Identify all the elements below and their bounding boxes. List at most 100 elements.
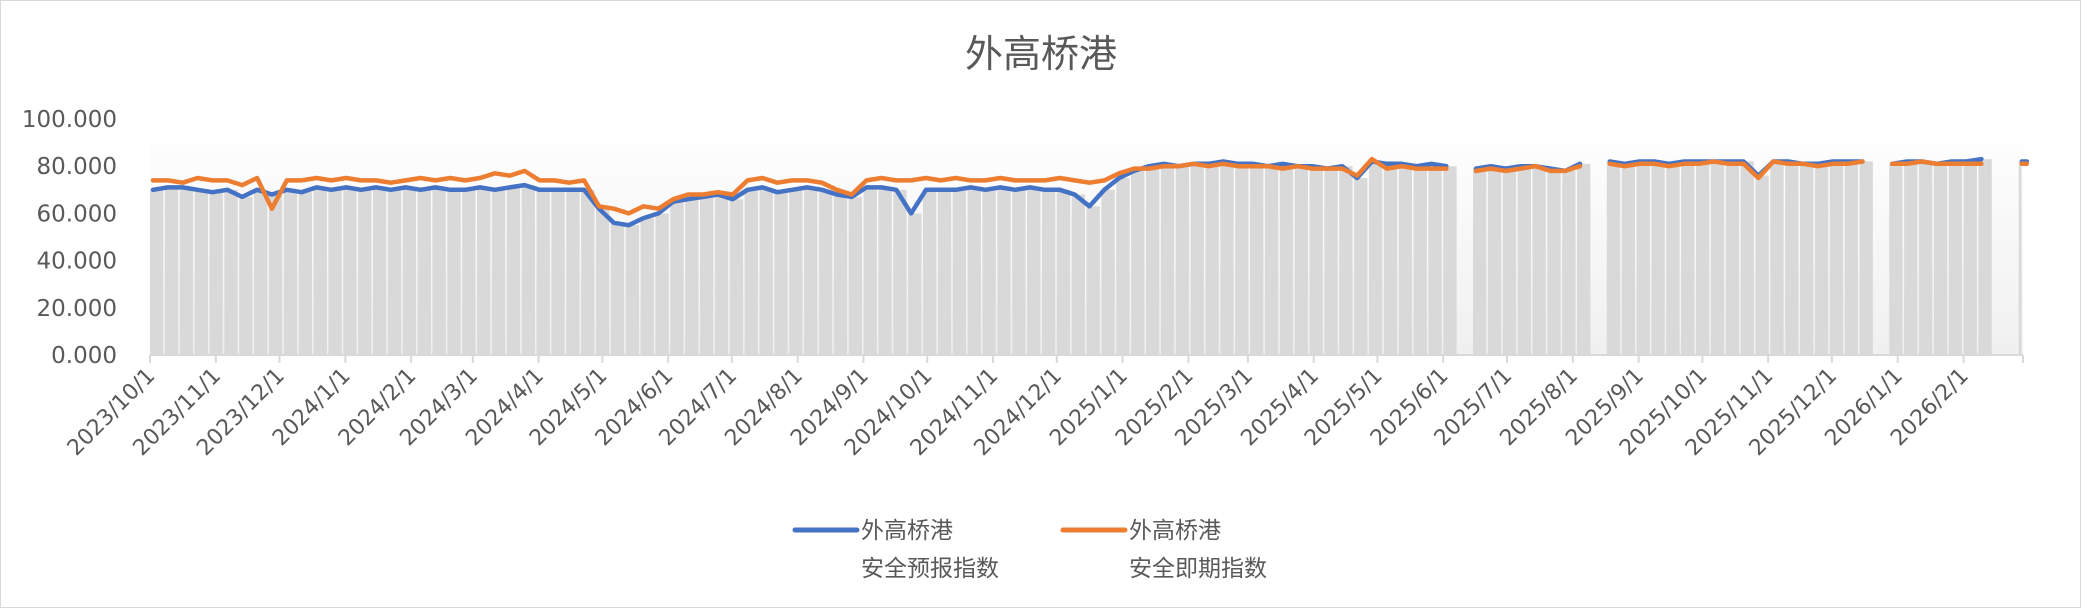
column-bar xyxy=(1710,161,1725,355)
column-bar xyxy=(1562,170,1576,355)
y-tick-label: 20.000 xyxy=(37,296,117,322)
column-bar xyxy=(224,189,238,355)
column-bar xyxy=(804,187,818,355)
column-bar xyxy=(1755,175,1769,355)
column-bar xyxy=(774,192,788,355)
column-bar xyxy=(343,187,357,355)
column-bar xyxy=(1577,163,1591,355)
column-bar xyxy=(1086,206,1100,355)
column-bar xyxy=(700,196,714,355)
column-bar xyxy=(1532,166,1546,355)
column-bar xyxy=(1027,187,1041,355)
column-bar xyxy=(982,189,996,355)
column-bar xyxy=(759,187,773,355)
column-bar xyxy=(1012,189,1026,355)
column-bar xyxy=(1770,161,1784,355)
column-bar xyxy=(1517,166,1531,355)
column-bar xyxy=(581,189,595,355)
column-bar xyxy=(997,187,1011,355)
column-bar xyxy=(1904,161,1918,355)
column-bar xyxy=(1428,163,1442,355)
column-bar xyxy=(536,189,550,355)
column-bar xyxy=(1978,159,1992,355)
column-bar xyxy=(1383,163,1398,355)
column-bar xyxy=(1056,189,1071,355)
column-bar xyxy=(268,194,283,355)
column-bar xyxy=(358,189,372,355)
column-bar xyxy=(1398,163,1413,355)
column-bar xyxy=(283,189,298,355)
column-bar xyxy=(670,201,684,355)
column-bar xyxy=(1487,166,1502,355)
column-bar xyxy=(1443,166,1457,355)
column-bar xyxy=(1368,161,1383,355)
y-tick-label: 0.000 xyxy=(51,343,117,369)
column-bar xyxy=(506,187,521,355)
column-bar xyxy=(1547,168,1561,355)
column-bar xyxy=(685,199,699,355)
column-bar xyxy=(432,187,446,355)
column-bar xyxy=(1844,161,1858,355)
column-bar xyxy=(209,192,223,355)
column-bar xyxy=(937,189,952,355)
legend-item-forecast[interactable]: 外高桥港 安全预报指数 xyxy=(792,518,999,582)
column-bar xyxy=(313,187,327,355)
legend-item-immediate[interactable]: 外高桥港 安全即期指数 xyxy=(1060,518,1267,582)
column-bar xyxy=(566,189,580,355)
column-bar xyxy=(1651,161,1665,355)
legend-label-immediate-line1: 外高桥港 xyxy=(1129,518,1221,544)
column-bar xyxy=(1250,163,1264,355)
column-bar xyxy=(1160,163,1175,355)
column-bar xyxy=(1145,166,1160,355)
legend-label-forecast-line2: 安全预报指数 xyxy=(861,556,999,582)
column-bar xyxy=(1413,166,1427,355)
column-bar xyxy=(625,225,640,355)
column-bar xyxy=(1800,163,1814,355)
column-bar xyxy=(967,187,981,355)
column-bar xyxy=(789,189,803,355)
series-line-immediate xyxy=(150,156,2030,216)
y-tick-label: 100.000 xyxy=(22,107,117,133)
column-bar xyxy=(417,189,431,355)
column-bar xyxy=(893,189,907,355)
column-bar xyxy=(729,199,744,355)
column-bar xyxy=(655,213,669,355)
column-bar xyxy=(1636,161,1650,355)
column-bar xyxy=(1116,178,1130,355)
column-bar xyxy=(239,196,253,355)
column-bar xyxy=(908,213,922,355)
column-bar xyxy=(610,222,625,355)
column-bar xyxy=(1859,161,1873,355)
column-bar xyxy=(150,189,164,355)
column-bar xyxy=(2018,161,2022,355)
column-bar xyxy=(1131,170,1145,355)
x-axis: 2023/10/12023/11/12023/12/12024/1/12024/… xyxy=(63,354,2024,461)
column-bar xyxy=(402,187,417,355)
column-bar xyxy=(1666,163,1680,355)
column-bar xyxy=(1502,168,1517,355)
column-bar xyxy=(863,187,877,355)
column-bar xyxy=(1740,161,1754,355)
legend-label-forecast-line1: 外高桥港 xyxy=(861,518,953,544)
legend-label-immediate-line2: 安全即期指数 xyxy=(1129,556,1267,582)
column-bar xyxy=(1294,166,1308,355)
column-bar xyxy=(1264,166,1279,355)
column-bar xyxy=(1933,163,1948,355)
column-bar xyxy=(387,189,402,355)
column-bar xyxy=(878,187,892,355)
column-bar xyxy=(1472,168,1487,355)
column-bar xyxy=(477,187,491,355)
y-tick-label: 80.000 xyxy=(37,154,117,180)
column-bar xyxy=(1829,161,1844,355)
column-bar xyxy=(1948,161,1963,355)
legend: 外高桥港 安全预报指数 外高桥港 安全即期指数 xyxy=(792,518,1267,582)
column-bar xyxy=(848,196,863,355)
column-bar xyxy=(1205,163,1219,355)
column-bar xyxy=(1918,161,1933,355)
column-bar xyxy=(447,189,461,355)
column-bar xyxy=(833,194,848,355)
column-bar xyxy=(1354,178,1368,355)
column-bar xyxy=(491,189,506,355)
column-bar xyxy=(462,189,476,355)
